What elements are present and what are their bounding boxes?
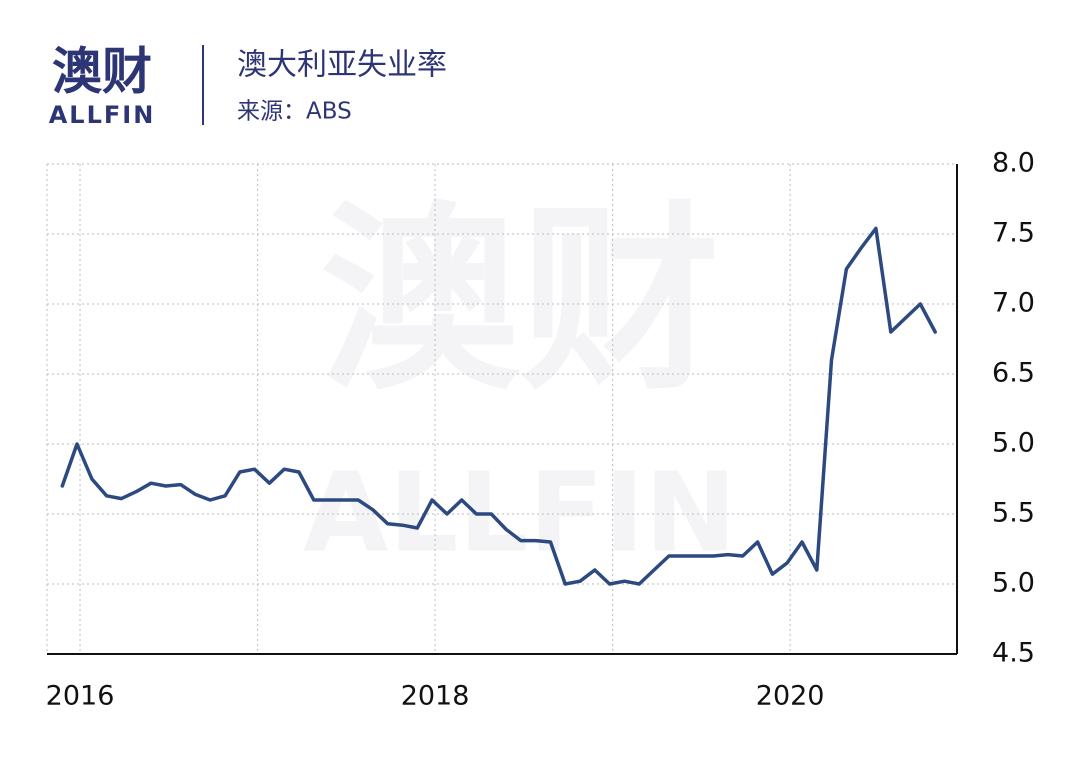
y-tick-label: 5.0 xyxy=(992,428,1035,459)
x-tick-label: 2016 xyxy=(46,681,115,712)
y-tick-label: 7.0 xyxy=(992,288,1035,319)
watermark: 澳财 ALLFIN xyxy=(303,185,736,577)
logo-sub: ALLFIN xyxy=(49,101,156,129)
x-tick-label: 2018 xyxy=(401,681,470,712)
data-line xyxy=(60,226,937,586)
y-tick-label: 5.0 xyxy=(992,568,1035,599)
y-tick-label: 4.5 xyxy=(992,638,1035,669)
y-tick-label: 7.5 xyxy=(992,218,1035,249)
y-tick-label: 8.0 xyxy=(992,148,1035,179)
chart-title: 澳大利亚失业率 xyxy=(237,48,447,83)
chart-subtitle: 来源：ABS xyxy=(237,99,352,125)
watermark-logo: 澳财 xyxy=(320,185,720,418)
y-tick-label: 6.5 xyxy=(992,358,1035,389)
logo-name: 澳财 xyxy=(52,43,152,101)
y-tick-label: 5.5 xyxy=(992,498,1035,529)
x-tick-label: 2020 xyxy=(756,681,825,712)
